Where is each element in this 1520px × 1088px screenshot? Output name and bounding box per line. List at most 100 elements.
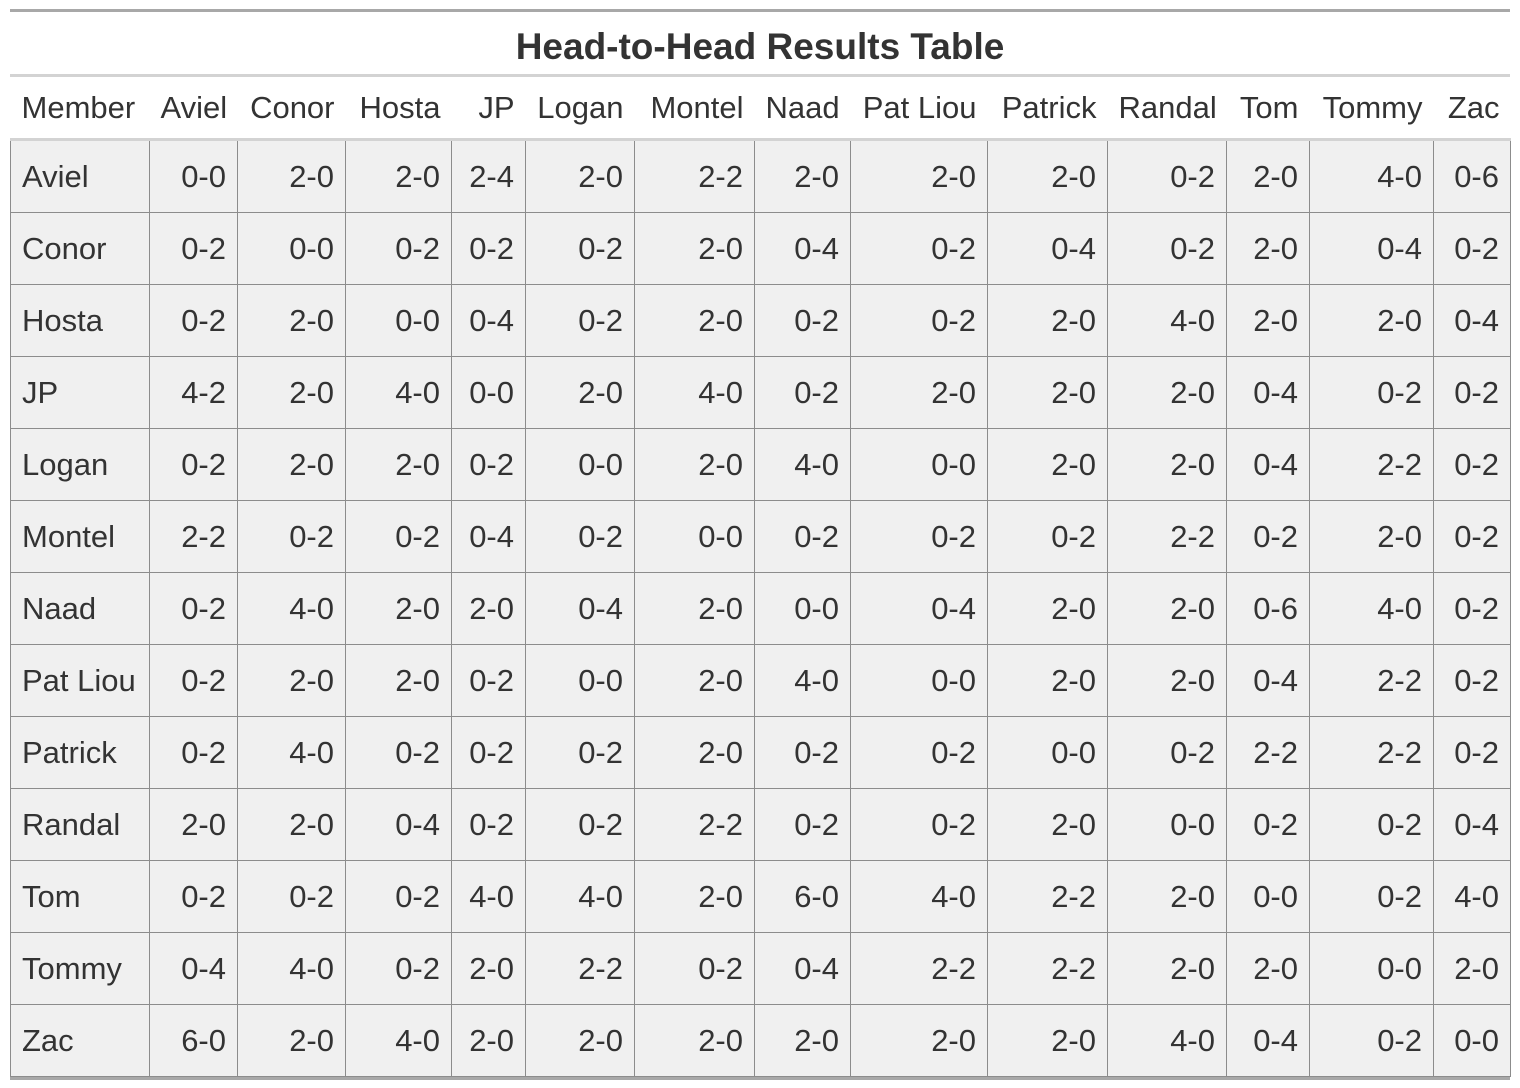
result-cell: 2-0 — [1433, 932, 1511, 1005]
result-cell: 0-2 — [345, 932, 452, 1005]
header-row: Member Aviel Conor Hosta JP Logan Montel Naad Pa… — [10, 77, 1511, 141]
result-cell: 0-2 — [237, 500, 346, 573]
column-header: Zac — [1433, 77, 1511, 141]
result-cell: 0-4 — [149, 932, 238, 1005]
result-cell: 2-0 — [1226, 284, 1310, 357]
result-cell: 2-2 — [1309, 644, 1434, 717]
result-cell: 2-0 — [987, 139, 1108, 213]
result-cell: 2-0 — [525, 139, 635, 213]
row-member-name: Zac — [10, 1004, 150, 1077]
table-row: Pat Liou 0-2 2-0 2-0 0-2 0-0 2-0 4-0 0-0 2-0 2-0 0-… — [10, 644, 1511, 717]
result-cell: 0-2 — [1107, 212, 1227, 285]
result-cell: 0-2 — [850, 500, 988, 573]
result-cell: 0-2 — [850, 788, 988, 861]
result-cell: 0-2 — [1226, 500, 1310, 573]
result-cell: 0-2 — [451, 212, 526, 285]
table-row: Tommy 0-4 4-0 0-2 2-0 2-2 0-2 0-4 2-2 2-2 2-0 2-0 0-… — [10, 932, 1511, 1005]
result-cell: 4-0 — [345, 356, 452, 429]
result-cell: 2-0 — [987, 428, 1108, 501]
result-cell: 0-2 — [525, 716, 635, 789]
result-cell: 2-2 — [634, 139, 755, 213]
table-row: Hosta 0-2 2-0 0-0 0-4 0-2 2-0 0-2 0-2 2-0 4-0 2-0 2-… — [10, 284, 1511, 357]
result-cell: 2-2 — [987, 932, 1108, 1005]
result-cell: 4-0 — [1309, 139, 1434, 213]
result-cell: 2-0 — [237, 788, 346, 861]
result-cell: 2-0 — [237, 284, 346, 357]
result-cell: 0-0 — [850, 644, 988, 717]
result-cell: 0-2 — [1107, 139, 1227, 213]
result-cell: 2-0 — [987, 788, 1108, 861]
result-cell: 0-2 — [987, 500, 1108, 573]
result-cell: 2-2 — [1226, 716, 1310, 789]
result-cell: 0-2 — [1433, 212, 1511, 285]
result-cell: 0-2 — [149, 716, 238, 789]
row-member-name: Pat Liou — [10, 644, 150, 717]
table-row: Logan 0-2 2-0 2-0 0-2 0-0 2-0 4-0 0-0 2-0 2-0 0-4 2-… — [10, 428, 1511, 501]
result-cell: 4-0 — [754, 644, 851, 717]
result-cell: 0-2 — [1226, 788, 1310, 861]
result-cell: 2-0 — [237, 644, 346, 717]
top-rule — [10, 9, 1510, 12]
row-member-name: Randal — [10, 788, 150, 861]
result-cell: 2-0 — [634, 716, 755, 789]
column-header: Hosta — [345, 77, 452, 141]
result-cell: 0-6 — [1226, 572, 1310, 645]
result-cell: 4-0 — [237, 716, 346, 789]
result-cell: 6-0 — [149, 1004, 238, 1077]
result-cell: 2-0 — [345, 572, 452, 645]
result-cell: 2-0 — [987, 644, 1108, 717]
result-cell: 0-2 — [237, 860, 346, 933]
result-cell: 2-0 — [1107, 644, 1227, 717]
result-cell: 0-0 — [451, 356, 526, 429]
result-cell: 0-2 — [1433, 356, 1511, 429]
table-row: Aviel 0-0 2-0 2-0 2-4 2-0 2-2 2-0 2-0 2-0 0-2 2-0 4-… — [10, 139, 1511, 213]
result-cell: 0-6 — [1433, 139, 1511, 213]
row-member-name: Logan — [10, 428, 150, 501]
result-cell: 0-2 — [451, 428, 526, 501]
result-cell: 0-2 — [1309, 860, 1434, 933]
result-cell: 2-0 — [1107, 860, 1227, 933]
column-header-member: Member — [10, 77, 150, 141]
result-cell: 4-0 — [634, 356, 755, 429]
result-cell: 2-0 — [634, 644, 755, 717]
result-cell: 2-0 — [1226, 932, 1310, 1005]
result-cell: 2-0 — [451, 932, 526, 1005]
result-cell: 0-2 — [1433, 428, 1511, 501]
table-row: Tom 0-2 0-2 0-2 4-0 4-0 2-0 6-0 4-0 2-2 2-0 0-0 0-2 4… — [10, 860, 1511, 933]
result-cell: 2-0 — [987, 284, 1108, 357]
result-cell: 2-0 — [1226, 139, 1310, 213]
result-cell: 2-0 — [345, 428, 452, 501]
column-header: Aviel — [149, 77, 238, 141]
result-cell: 2-0 — [634, 860, 755, 933]
table-row: Randal 2-0 2-0 0-4 0-2 0-2 2-2 0-2 0-2 2-0 0-0 0-2 0… — [10, 788, 1511, 861]
result-cell: 0-4 — [1226, 644, 1310, 717]
table-row: Conor 0-2 0-0 0-2 0-2 0-2 2-0 0-4 0-2 0-4 0-2 2-0 0-… — [10, 212, 1511, 285]
row-member-name: Hosta — [10, 284, 150, 357]
results-table-figure: Head-to-Head Results Table Member Aviel Co… — [10, 9, 1511, 1080]
result-cell: 0-0 — [987, 716, 1108, 789]
result-cell: 0-2 — [1433, 716, 1511, 789]
result-cell: 0-2 — [754, 788, 851, 861]
result-cell: 0-2 — [451, 716, 526, 789]
result-cell: 0-0 — [525, 428, 635, 501]
result-cell: 0-2 — [1433, 644, 1511, 717]
result-cell: 0-2 — [754, 500, 851, 573]
result-cell: 0-4 — [850, 572, 988, 645]
result-cell: 0-2 — [451, 644, 526, 717]
result-cell: 4-0 — [451, 860, 526, 933]
result-cell: 2-2 — [987, 860, 1108, 933]
result-cell: 4-0 — [850, 860, 988, 933]
result-cell: 0-2 — [1309, 1004, 1434, 1077]
result-cell: 2-0 — [451, 1004, 526, 1077]
result-cell: 0-0 — [850, 428, 988, 501]
result-cell: 0-4 — [345, 788, 452, 861]
table-row: Montel 2-2 0-2 0-2 0-4 0-2 0-0 0-2 0-2 0-2 2-2 0-2 2… — [10, 500, 1511, 573]
result-cell: 4-2 — [149, 356, 238, 429]
result-cell: 2-0 — [345, 644, 452, 717]
result-cell: 0-4 — [1433, 788, 1511, 861]
row-member-name: Tommy — [10, 932, 150, 1005]
result-cell: 4-0 — [754, 428, 851, 501]
result-cell: 2-0 — [451, 572, 526, 645]
row-member-name: Conor — [10, 212, 150, 285]
row-member-name: Patrick — [10, 716, 150, 789]
